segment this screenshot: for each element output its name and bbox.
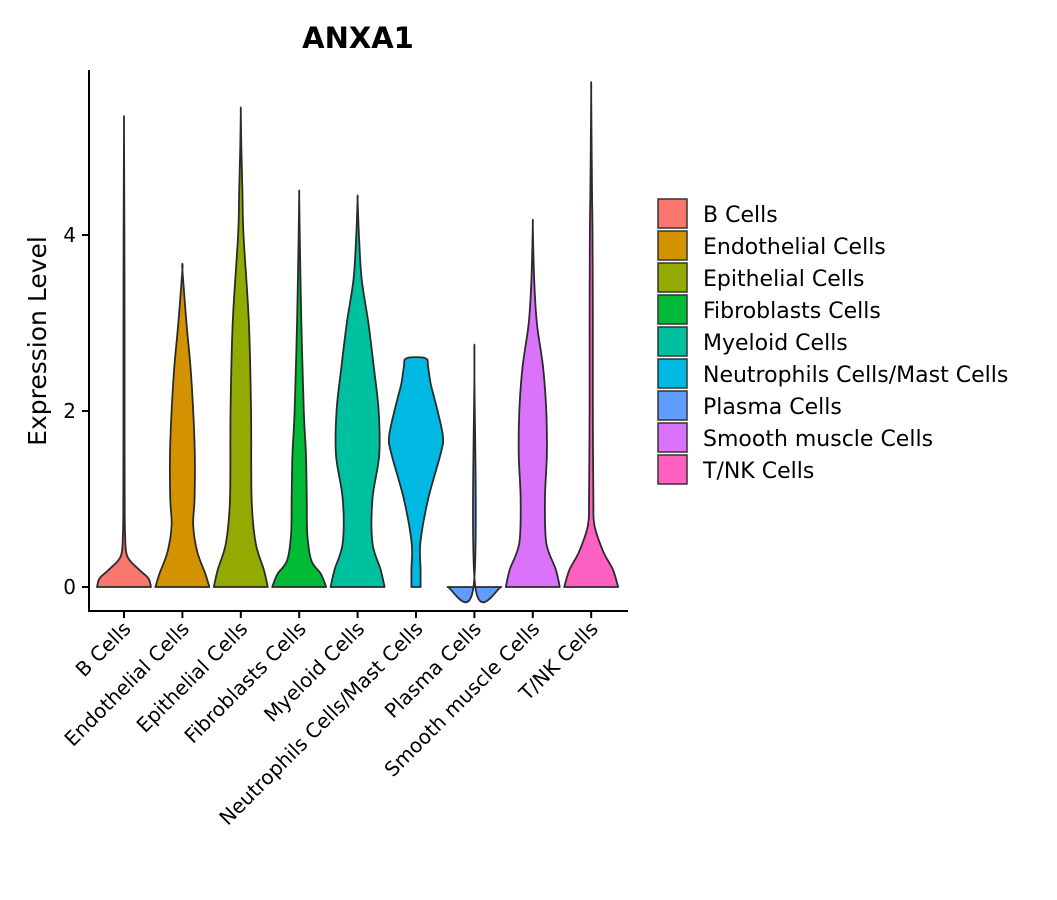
legend-swatch (657, 262, 688, 293)
legend-swatch (657, 230, 688, 261)
violin-myeloid-cells (329, 194, 386, 588)
legend-swatch (657, 198, 688, 229)
legend-swatch (657, 294, 688, 325)
legend-item: Neutrophils Cells/Mast Cells (657, 358, 1008, 389)
violin-t-nk-cells (563, 81, 620, 588)
violin-smooth-muscle-cells (504, 218, 561, 588)
chart-title: ANXA1 (302, 21, 414, 55)
violin-neutrophils-cells-mast-cells (387, 356, 445, 588)
legend-label: B Cells (703, 203, 778, 228)
legend-item: Myeloid Cells (657, 326, 848, 357)
violins-group (96, 81, 620, 604)
legend-label: Epithelial Cells (703, 267, 864, 292)
legend-item: Endothelial Cells (657, 230, 886, 261)
legend-swatch (657, 422, 688, 453)
y-tick-label: 2 (63, 399, 76, 423)
violin-b-cells (96, 115, 152, 588)
legend-item: B Cells (657, 198, 778, 229)
legend: B Cells Endothelial Cells Epithelial Cells… (657, 198, 1008, 485)
y-tick-label: 0 (63, 575, 76, 599)
legend-item: T/NK Cells (657, 454, 814, 485)
violin-fibroblasts-cells (271, 189, 328, 588)
legend-label: Neutrophils Cells/Mast Cells (703, 363, 1008, 388)
legend-item: Epithelial Cells (657, 262, 864, 293)
y-axis-label: Expression Level (23, 236, 52, 446)
legend-item: Plasma Cells (657, 390, 842, 421)
legend-label: Endothelial Cells (703, 235, 886, 260)
legend-swatch (657, 326, 688, 357)
legend-label: T/NK Cells (702, 459, 814, 484)
legend-label: Smooth muscle Cells (703, 427, 933, 452)
y-tick-label: 4 (63, 223, 76, 247)
legend-label: Plasma Cells (703, 395, 842, 420)
legend-swatch (657, 390, 688, 421)
y-ticks-group: 0 2 4 (63, 223, 89, 599)
violin-epithelial-cells (212, 106, 269, 588)
legend-item: Smooth muscle Cells (657, 422, 933, 453)
legend-label: Fibroblasts Cells (703, 299, 881, 324)
legend-label: Myeloid Cells (703, 331, 848, 356)
legend-swatch (657, 358, 688, 389)
legend-swatch (657, 454, 688, 485)
x-tick-label: Myeloid Cells (259, 617, 369, 727)
legend-item: Fibroblasts Cells (657, 294, 881, 325)
violin-plasma-cells (446, 343, 503, 604)
violin-endothelial-cells (154, 262, 211, 588)
